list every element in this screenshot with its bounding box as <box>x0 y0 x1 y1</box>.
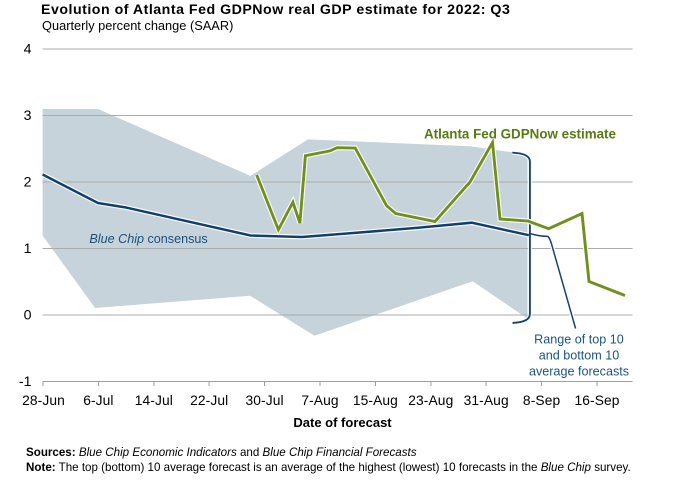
svg-text:31-Aug: 31-Aug <box>464 393 509 408</box>
svg-text:Sources: Blue Chip Economic In: Sources: Blue Chip Economic Indicators a… <box>26 446 417 459</box>
svg-text:14-Jul: 14-Jul <box>135 393 173 408</box>
svg-text:0: 0 <box>24 308 32 324</box>
svg-text:28-Jun: 28-Jun <box>22 393 65 408</box>
svg-text:30-Jul: 30-Jul <box>246 393 284 408</box>
svg-text:4: 4 <box>24 42 32 58</box>
svg-text:Evolution of Atlanta Fed GDPNo: Evolution of Atlanta Fed GDPNow real GDP… <box>41 2 510 18</box>
svg-text:22-Jul: 22-Jul <box>190 393 228 408</box>
svg-text:8-Sep: 8-Sep <box>523 393 561 408</box>
svg-text:Note: The top (bottom) 10 aver: Note: The top (bottom) 10 average foreca… <box>26 461 631 474</box>
svg-text:Date of forecast: Date of forecast <box>293 415 392 430</box>
svg-text:Atlanta Fed GDPNow estimate: Atlanta Fed GDPNow estimate <box>424 127 616 142</box>
svg-text:23-Aug: 23-Aug <box>408 393 453 408</box>
svg-text:1: 1 <box>24 241 32 257</box>
svg-text:Quarterly percent change (SAAR: Quarterly percent change (SAAR) <box>42 18 233 33</box>
svg-text:6-Jul: 6-Jul <box>83 393 113 408</box>
svg-text:16-Sep: 16-Sep <box>574 393 619 408</box>
svg-text:3: 3 <box>24 108 32 124</box>
svg-text:and bottom 10: and bottom 10 <box>539 348 620 362</box>
svg-text:7-Aug: 7-Aug <box>301 393 338 408</box>
svg-text:15-Aug: 15-Aug <box>353 393 398 408</box>
svg-text:Range of top 10: Range of top 10 <box>534 333 624 347</box>
svg-text:average forecasts: average forecasts <box>529 364 629 378</box>
svg-text:Blue Chip consensus: Blue Chip consensus <box>89 232 207 246</box>
svg-text:2: 2 <box>24 175 32 191</box>
svg-text:-1: -1 <box>19 374 32 390</box>
